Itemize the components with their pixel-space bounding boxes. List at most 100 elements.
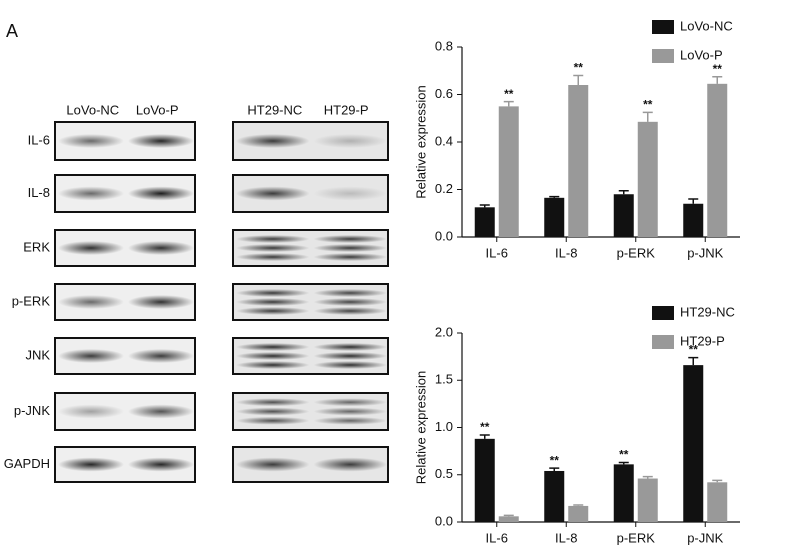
blot-band bbox=[236, 253, 310, 261]
error-bar bbox=[688, 356, 699, 366]
x-tick-label: p-JNK bbox=[687, 530, 723, 545]
blot-band bbox=[313, 307, 387, 315]
blot-band bbox=[58, 457, 124, 472]
bar bbox=[613, 194, 634, 237]
bar bbox=[544, 470, 565, 522]
blot-band bbox=[58, 295, 124, 309]
error-bar bbox=[479, 434, 490, 439]
error-bar bbox=[642, 475, 653, 479]
legend-swatch bbox=[652, 49, 674, 63]
panel-label: A bbox=[6, 21, 18, 41]
blot-band bbox=[313, 343, 387, 351]
row-label: IL-6 bbox=[28, 132, 50, 147]
error-bar bbox=[688, 198, 699, 204]
legend-label: LoVo-P bbox=[680, 47, 723, 62]
blot-band bbox=[236, 186, 310, 201]
blot-band bbox=[58, 349, 124, 363]
blot-band bbox=[58, 404, 124, 419]
blot-band bbox=[236, 343, 310, 351]
y-tick-label: 0.6 bbox=[435, 86, 453, 101]
legend-label: HT29-NC bbox=[680, 304, 735, 319]
error-bar bbox=[479, 204, 490, 208]
blot-band bbox=[128, 134, 194, 148]
blot-band bbox=[313, 235, 387, 243]
bar bbox=[568, 85, 589, 237]
blot-band bbox=[58, 134, 124, 148]
y-tick-label: 0.5 bbox=[435, 466, 453, 481]
blot-band bbox=[313, 352, 387, 360]
error-bar bbox=[573, 74, 584, 85]
significance: ** bbox=[504, 87, 514, 101]
y-axis-label: Relative expression bbox=[413, 371, 428, 484]
blot-band bbox=[313, 244, 387, 252]
blot-band bbox=[236, 244, 310, 252]
y-tick-label: 0.0 bbox=[435, 513, 453, 528]
y-tick-label: 0.8 bbox=[435, 38, 453, 53]
lane-label: HT29-P bbox=[324, 102, 369, 117]
bar bbox=[498, 516, 519, 522]
blot-band bbox=[313, 457, 387, 472]
y-tick-label: 1.5 bbox=[435, 372, 453, 387]
y-tick-label: 0.2 bbox=[435, 181, 453, 196]
row-label: IL-8 bbox=[28, 185, 50, 200]
blot-band bbox=[128, 295, 194, 309]
bar bbox=[637, 478, 658, 522]
significance: ** bbox=[619, 448, 629, 462]
blot-band bbox=[236, 298, 310, 306]
blot-band bbox=[236, 134, 310, 148]
significance: ** bbox=[550, 453, 560, 467]
error-bar bbox=[549, 467, 560, 471]
legend-label: HT29-P bbox=[680, 333, 725, 348]
y-axis-label: Relative expression bbox=[413, 85, 428, 198]
legend-swatch bbox=[652, 335, 674, 349]
significance: ** bbox=[643, 97, 653, 111]
blot-band bbox=[313, 289, 387, 297]
blot-band bbox=[236, 289, 310, 297]
blot-band bbox=[313, 361, 387, 369]
x-tick-label: IL-8 bbox=[555, 245, 577, 260]
error-bar bbox=[642, 111, 653, 122]
blot-band bbox=[128, 241, 194, 255]
blot-band bbox=[313, 407, 387, 416]
bar bbox=[683, 365, 704, 522]
y-tick-label: 2.0 bbox=[435, 324, 453, 339]
significance: ** bbox=[480, 420, 490, 434]
lane-label: LoVo-NC bbox=[66, 102, 119, 117]
x-tick-label: p-JNK bbox=[687, 245, 723, 260]
bar bbox=[474, 438, 495, 522]
blot-band bbox=[236, 352, 310, 360]
row-label: p-JNK bbox=[14, 403, 50, 418]
error-bar bbox=[712, 75, 723, 84]
blot-band bbox=[236, 416, 310, 425]
bar bbox=[683, 203, 704, 237]
lane-label: LoVo-P bbox=[136, 102, 179, 117]
x-tick-label: p-ERK bbox=[617, 245, 656, 260]
lane-label: HT29-NC bbox=[247, 102, 302, 117]
legend-label: LoVo-NC bbox=[680, 18, 733, 33]
legend-swatch bbox=[652, 306, 674, 320]
y-tick-label: 0.4 bbox=[435, 133, 453, 148]
blot-band bbox=[128, 457, 194, 472]
error-bar bbox=[573, 504, 584, 506]
x-tick-label: IL-8 bbox=[555, 530, 577, 545]
blot-band bbox=[236, 398, 310, 407]
blot-band bbox=[58, 186, 124, 201]
x-tick-label: IL-6 bbox=[486, 530, 508, 545]
significance: ** bbox=[574, 61, 584, 75]
blot-band bbox=[236, 307, 310, 315]
error-bar bbox=[503, 514, 514, 517]
y-tick-label: 0.0 bbox=[435, 228, 453, 243]
row-label: p-ERK bbox=[12, 293, 51, 308]
x-tick-label: IL-6 bbox=[486, 245, 508, 260]
error-bar bbox=[618, 461, 629, 465]
bar bbox=[474, 207, 495, 237]
error-bar bbox=[503, 100, 514, 107]
blot-band bbox=[313, 398, 387, 407]
blot-band bbox=[58, 241, 124, 255]
blot-band bbox=[313, 416, 387, 425]
significance: ** bbox=[689, 343, 699, 357]
blot-band bbox=[313, 134, 387, 148]
blot-band bbox=[236, 235, 310, 243]
bar bbox=[544, 197, 565, 237]
